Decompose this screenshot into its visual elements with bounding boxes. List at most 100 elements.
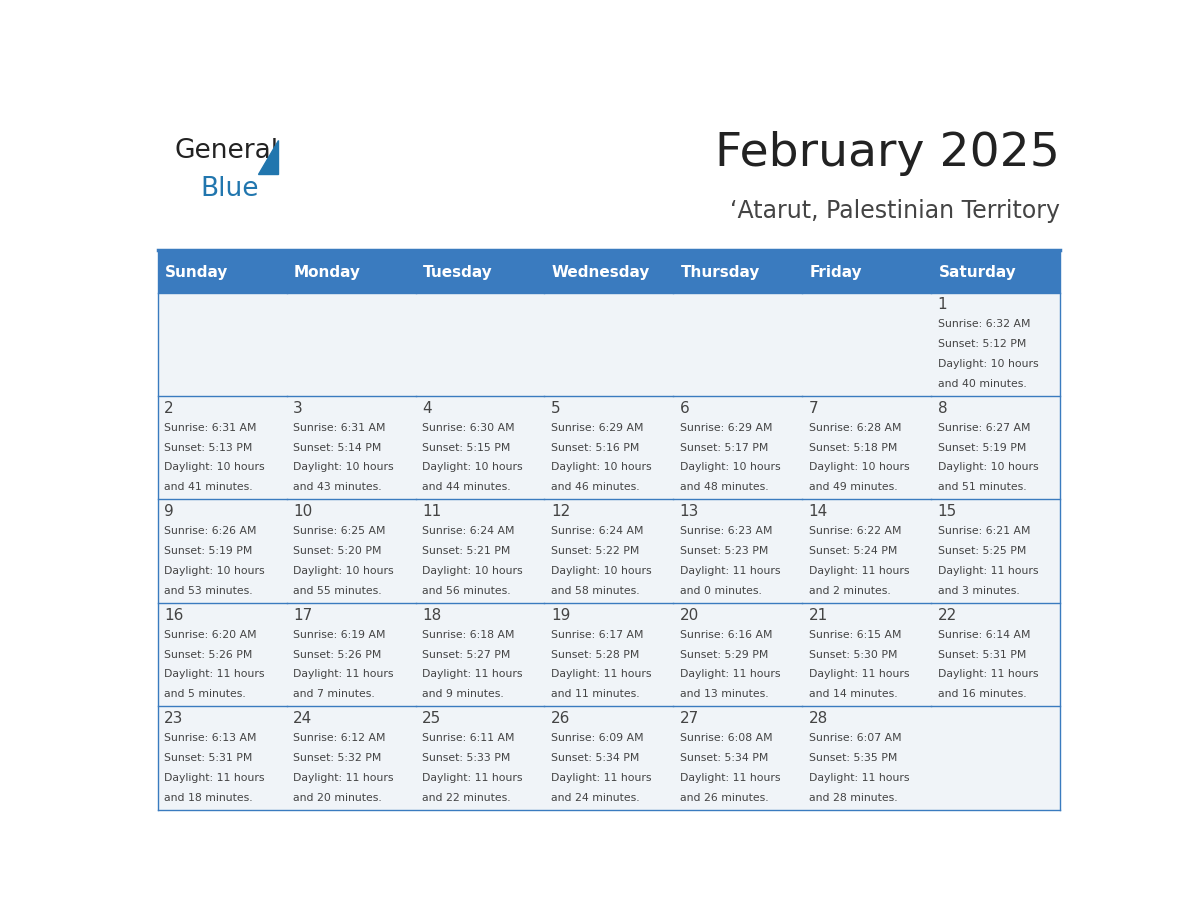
Text: 24: 24: [293, 711, 312, 726]
Text: Daylight: 11 hours: Daylight: 11 hours: [809, 773, 909, 783]
Text: Sunrise: 6:19 AM: Sunrise: 6:19 AM: [293, 630, 386, 640]
Text: Sunrise: 6:28 AM: Sunrise: 6:28 AM: [809, 423, 902, 433]
Text: Daylight: 11 hours: Daylight: 11 hours: [164, 773, 265, 783]
Text: Sunset: 5:12 PM: Sunset: 5:12 PM: [937, 339, 1026, 349]
Text: Sunrise: 6:18 AM: Sunrise: 6:18 AM: [422, 630, 514, 640]
Bar: [416, 603, 544, 707]
Bar: [931, 707, 1060, 810]
Text: Daylight: 11 hours: Daylight: 11 hours: [680, 565, 781, 576]
Text: Sunset: 5:19 PM: Sunset: 5:19 PM: [164, 546, 253, 556]
Bar: [931, 603, 1060, 707]
Text: Daylight: 10 hours: Daylight: 10 hours: [164, 463, 265, 473]
Text: 10: 10: [293, 505, 312, 520]
Text: Sunset: 5:18 PM: Sunset: 5:18 PM: [809, 442, 897, 453]
Text: Thursday: Thursday: [681, 264, 760, 279]
Text: Sunrise: 6:29 AM: Sunrise: 6:29 AM: [551, 423, 644, 433]
Text: Daylight: 10 hours: Daylight: 10 hours: [293, 463, 393, 473]
Text: Sunrise: 6:27 AM: Sunrise: 6:27 AM: [937, 423, 1030, 433]
Text: and 26 minutes.: and 26 minutes.: [680, 793, 769, 802]
Text: and 40 minutes.: and 40 minutes.: [937, 379, 1026, 388]
Text: Daylight: 10 hours: Daylight: 10 hours: [937, 359, 1038, 369]
Text: Daylight: 10 hours: Daylight: 10 hours: [551, 565, 651, 576]
Text: 23: 23: [164, 711, 183, 726]
Text: 6: 6: [680, 401, 689, 416]
Text: and 20 minutes.: and 20 minutes.: [293, 793, 381, 802]
Text: Sunrise: 6:20 AM: Sunrise: 6:20 AM: [164, 630, 257, 640]
Bar: [416, 707, 544, 810]
Bar: [158, 396, 286, 499]
Text: and 44 minutes.: and 44 minutes.: [422, 482, 511, 492]
Text: 15: 15: [937, 505, 956, 520]
Bar: [802, 603, 931, 707]
Text: 17: 17: [293, 608, 312, 623]
Text: Monday: Monday: [293, 264, 361, 279]
Text: Sunset: 5:34 PM: Sunset: 5:34 PM: [551, 753, 639, 763]
Text: 5: 5: [551, 401, 561, 416]
Text: and 5 minutes.: and 5 minutes.: [164, 689, 246, 700]
Bar: [158, 252, 286, 293]
Text: Sunset: 5:30 PM: Sunset: 5:30 PM: [809, 650, 897, 660]
Text: Sunset: 5:34 PM: Sunset: 5:34 PM: [680, 753, 769, 763]
Text: and 16 minutes.: and 16 minutes.: [937, 689, 1026, 700]
Bar: [544, 603, 674, 707]
Text: Daylight: 11 hours: Daylight: 11 hours: [164, 669, 265, 679]
Text: 28: 28: [809, 711, 828, 726]
Text: 25: 25: [422, 711, 441, 726]
Bar: [544, 499, 674, 603]
Bar: [544, 293, 674, 396]
Text: Sunrise: 6:31 AM: Sunrise: 6:31 AM: [293, 423, 386, 433]
Text: Sunset: 5:35 PM: Sunset: 5:35 PM: [809, 753, 897, 763]
Text: 9: 9: [164, 505, 173, 520]
Text: Sunset: 5:14 PM: Sunset: 5:14 PM: [293, 442, 381, 453]
Text: and 13 minutes.: and 13 minutes.: [680, 689, 769, 700]
Text: Sunrise: 6:32 AM: Sunrise: 6:32 AM: [937, 319, 1030, 330]
Text: Daylight: 10 hours: Daylight: 10 hours: [809, 463, 909, 473]
Bar: [286, 252, 416, 293]
Text: Daylight: 11 hours: Daylight: 11 hours: [809, 669, 909, 679]
Text: Sunrise: 6:30 AM: Sunrise: 6:30 AM: [422, 423, 514, 433]
Text: Saturday: Saturday: [939, 264, 1016, 279]
Text: Daylight: 10 hours: Daylight: 10 hours: [422, 463, 523, 473]
Text: Daylight: 11 hours: Daylight: 11 hours: [680, 773, 781, 783]
Text: Sunrise: 6:09 AM: Sunrise: 6:09 AM: [551, 733, 644, 744]
Text: Daylight: 11 hours: Daylight: 11 hours: [422, 669, 523, 679]
Text: 19: 19: [551, 608, 570, 623]
Text: Sunrise: 6:23 AM: Sunrise: 6:23 AM: [680, 526, 772, 536]
Bar: [931, 396, 1060, 499]
Bar: [286, 707, 416, 810]
Text: Daylight: 11 hours: Daylight: 11 hours: [293, 669, 393, 679]
Text: Sunrise: 6:16 AM: Sunrise: 6:16 AM: [680, 630, 772, 640]
Text: and 28 minutes.: and 28 minutes.: [809, 793, 897, 802]
Bar: [802, 293, 931, 396]
Text: 14: 14: [809, 505, 828, 520]
Text: Sunrise: 6:07 AM: Sunrise: 6:07 AM: [809, 733, 902, 744]
Text: General: General: [175, 139, 278, 164]
Bar: [158, 603, 286, 707]
Text: Sunset: 5:29 PM: Sunset: 5:29 PM: [680, 650, 769, 660]
Text: and 49 minutes.: and 49 minutes.: [809, 482, 897, 492]
Text: Sunrise: 6:25 AM: Sunrise: 6:25 AM: [293, 526, 386, 536]
Text: and 3 minutes.: and 3 minutes.: [937, 586, 1019, 596]
Bar: [931, 499, 1060, 603]
Text: and 48 minutes.: and 48 minutes.: [680, 482, 769, 492]
Text: Sunrise: 6:24 AM: Sunrise: 6:24 AM: [422, 526, 514, 536]
Text: Daylight: 10 hours: Daylight: 10 hours: [937, 463, 1038, 473]
Text: Sunrise: 6:15 AM: Sunrise: 6:15 AM: [809, 630, 902, 640]
Text: and 14 minutes.: and 14 minutes.: [809, 689, 897, 700]
Text: Sunrise: 6:08 AM: Sunrise: 6:08 AM: [680, 733, 772, 744]
Bar: [158, 499, 286, 603]
Text: Daylight: 11 hours: Daylight: 11 hours: [809, 565, 909, 576]
Text: Sunset: 5:27 PM: Sunset: 5:27 PM: [422, 650, 511, 660]
Text: and 11 minutes.: and 11 minutes.: [551, 689, 639, 700]
Text: 1: 1: [937, 297, 947, 312]
Bar: [544, 396, 674, 499]
Text: and 46 minutes.: and 46 minutes.: [551, 482, 639, 492]
Bar: [802, 707, 931, 810]
Bar: [674, 707, 802, 810]
Text: Sunset: 5:13 PM: Sunset: 5:13 PM: [164, 442, 253, 453]
Bar: [674, 603, 802, 707]
Text: Sunrise: 6:26 AM: Sunrise: 6:26 AM: [164, 526, 257, 536]
Text: 27: 27: [680, 711, 699, 726]
Bar: [416, 499, 544, 603]
Text: Sunset: 5:31 PM: Sunset: 5:31 PM: [937, 650, 1026, 660]
